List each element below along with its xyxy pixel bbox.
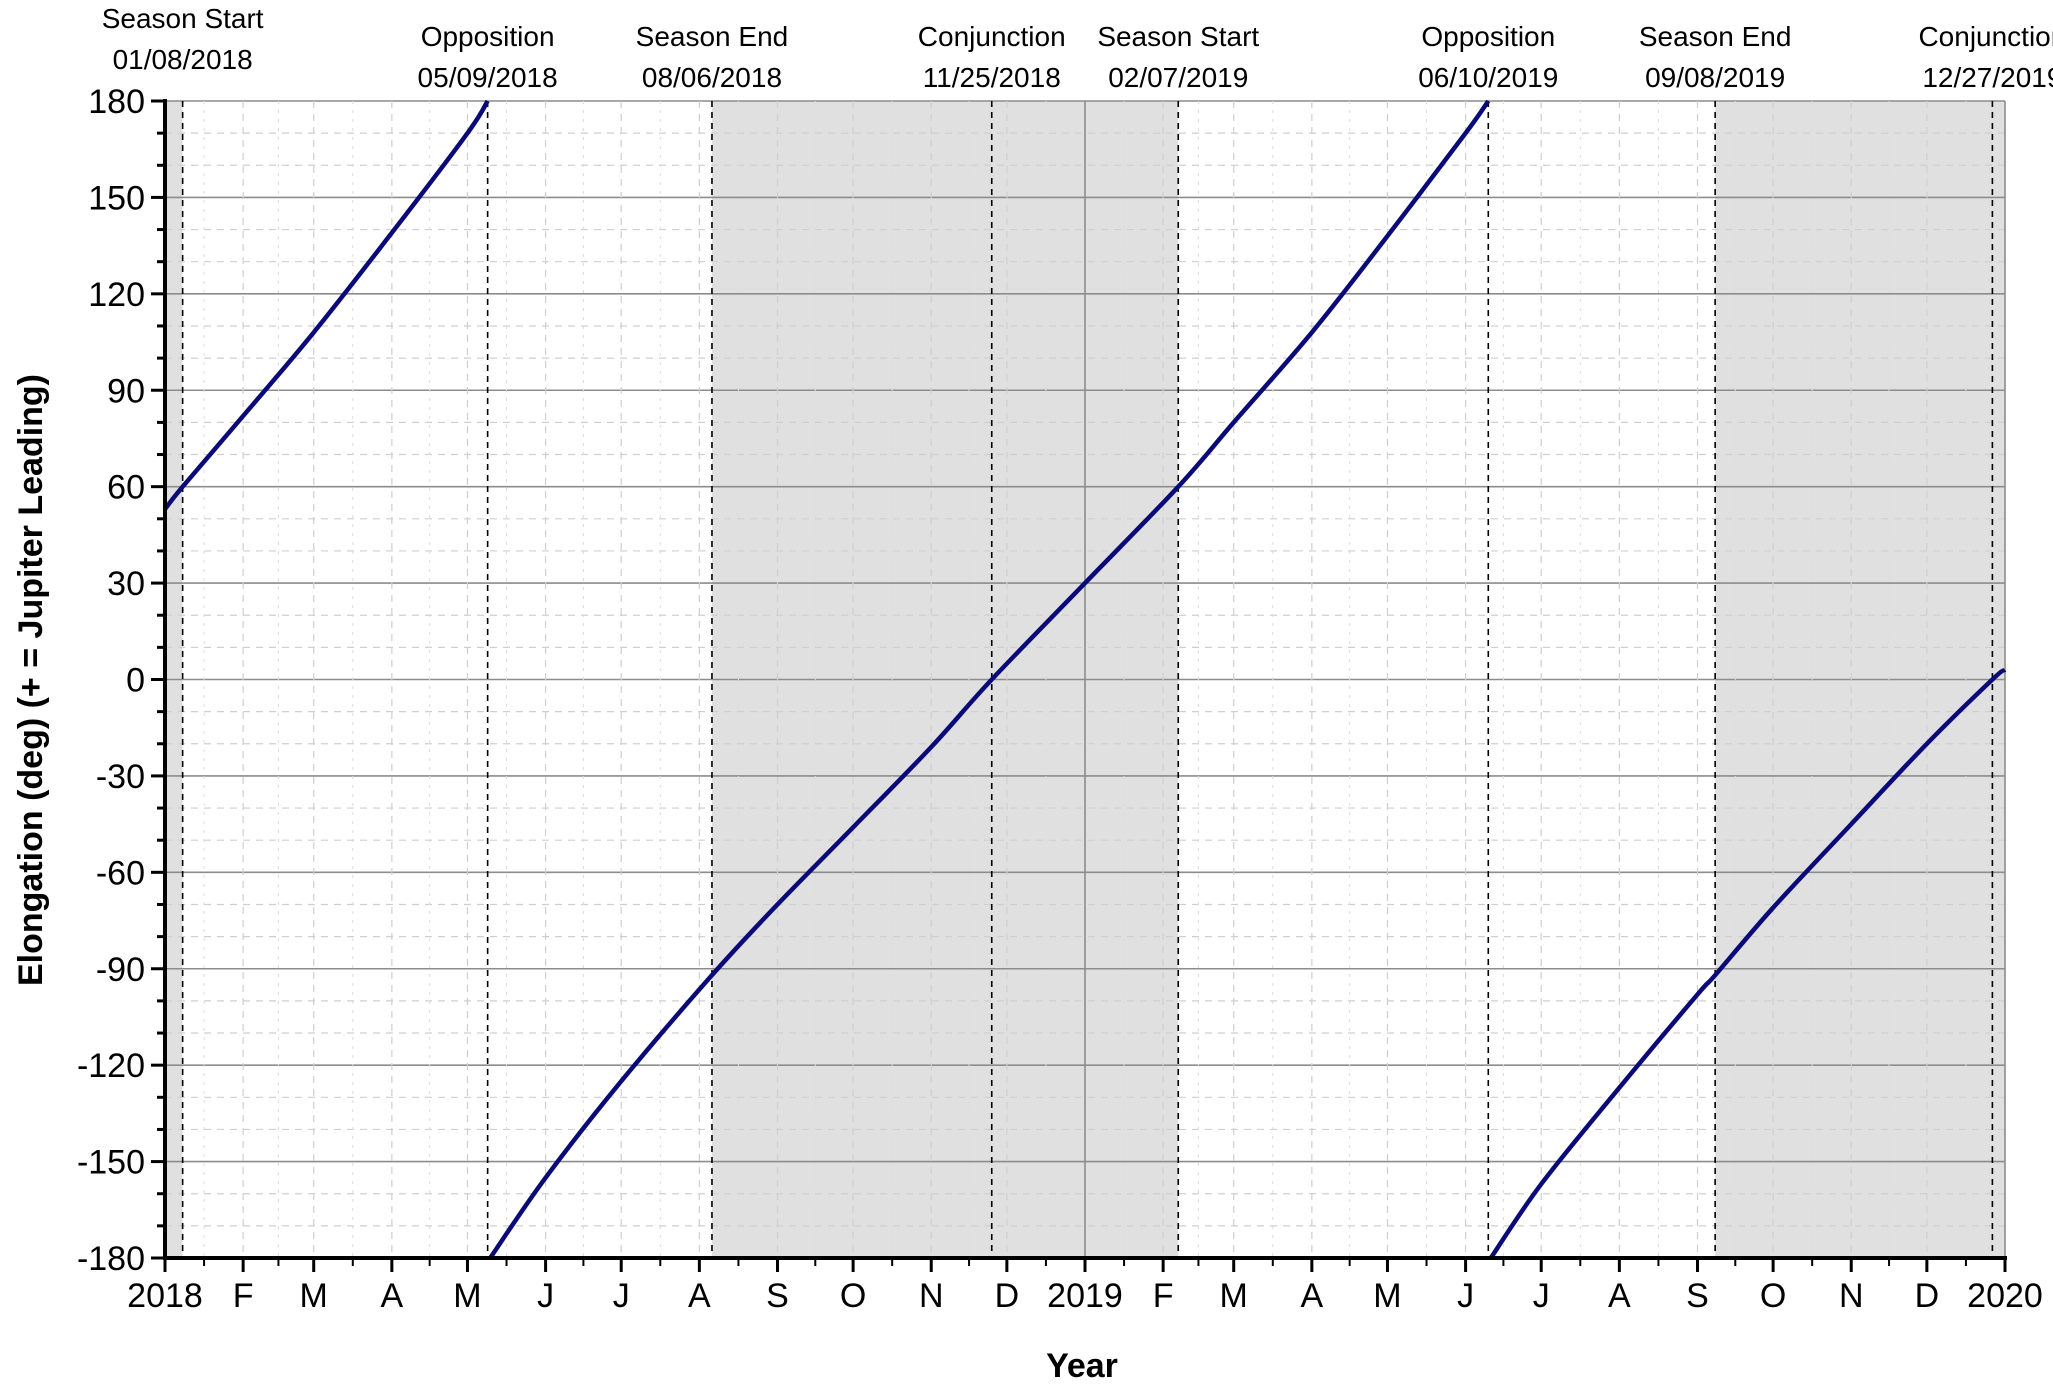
y-tick-label: 150: [88, 179, 145, 217]
y-axis-title: Elongation (deg) (+ = Jupiter Leading): [12, 374, 50, 986]
x-tick-label: S: [766, 1277, 789, 1315]
elongation-series-line: [163, 99, 490, 511]
y-tick-label: 0: [126, 662, 145, 700]
y-tick-label: -180: [77, 1240, 145, 1278]
elongation-series-line: [1488, 667, 2007, 1260]
x-tick-label: D: [1915, 1277, 1940, 1315]
x-tick-label: J: [1533, 1277, 1550, 1315]
x-tick-label: J: [613, 1277, 630, 1315]
x-tick-label: A: [1301, 1277, 1324, 1315]
y-tick-label: -60: [96, 854, 145, 892]
x-tick-label: M: [1220, 1277, 1248, 1315]
x-tick-label: A: [1608, 1277, 1631, 1315]
y-tick-label: 120: [88, 276, 145, 314]
event-name-label: Conjunction: [1918, 21, 2053, 52]
x-tick-label: N: [1839, 1277, 1864, 1315]
x-tick-label: 2018: [127, 1277, 203, 1315]
y-tick-label: -150: [77, 1144, 145, 1182]
event-date-label: 12/27/2019: [1922, 62, 2053, 93]
event-name-label: Season End: [1639, 21, 1792, 52]
y-tick-label: 90: [107, 372, 145, 410]
event-date-label: 11/25/2018: [923, 62, 1061, 93]
y-tick-label: 180: [88, 83, 145, 121]
x-axis-title: Year: [1046, 1347, 1118, 1384]
series-lines: [163, 99, 2007, 1260]
event-name-label: Season Start: [102, 3, 264, 34]
x-tick-label: F: [1153, 1277, 1174, 1315]
event-name-label: Season End: [636, 21, 789, 52]
event-labels: Season Start 01/08/2018 Opposition 05/09/20…: [102, 3, 2053, 93]
event-date-label: 06/10/2019: [1418, 62, 1558, 93]
grid-lines: [164, 100, 2006, 1259]
x-tick-label: M: [300, 1277, 328, 1315]
x-tick-label: S: [1686, 1277, 1709, 1315]
event-date-label: 01/08/2018: [113, 44, 253, 75]
event-date-label: 08/06/2018: [642, 62, 782, 93]
x-tick-label: D: [995, 1277, 1020, 1315]
x-tick-label: O: [1760, 1277, 1786, 1315]
x-tick-label: M: [453, 1277, 481, 1315]
axes: [151, 99, 2007, 1272]
x-tick-label: N: [919, 1277, 944, 1315]
x-tick-label: J: [1457, 1277, 1474, 1315]
y-tick-label: -30: [96, 758, 145, 796]
x-tick-label: O: [840, 1277, 866, 1315]
event-lines: [181, 101, 1994, 1258]
y-tick-label: 30: [107, 565, 145, 603]
x-tick-label: J: [537, 1277, 554, 1315]
y-tick-label: 60: [107, 469, 145, 507]
y-tick-label: -120: [77, 1047, 145, 1085]
event-date-label: 02/07/2019: [1108, 62, 1248, 93]
x-tick-label: A: [381, 1277, 404, 1315]
x-tick-label: F: [233, 1277, 254, 1315]
event-date-label: 05/09/2018: [418, 62, 558, 93]
x-tick-label: 2020: [1967, 1277, 2043, 1315]
elongation-series-line: [488, 99, 1491, 1260]
event-name-label: Conjunction: [918, 21, 1066, 52]
x-tick-label: 2019: [1047, 1277, 1123, 1315]
x-tick-label: M: [1373, 1277, 1401, 1315]
event-name-label: Season Start: [1097, 21, 1259, 52]
y-tick-label: -90: [96, 951, 145, 989]
tick-labels: 1801501209060300-30-60-90-120-150-180201…: [77, 83, 2043, 1315]
event-date-label: 09/08/2019: [1645, 62, 1785, 93]
event-name-label: Opposition: [1421, 21, 1555, 52]
x-tick-label: A: [688, 1277, 711, 1315]
event-name-label: Opposition: [421, 21, 555, 52]
